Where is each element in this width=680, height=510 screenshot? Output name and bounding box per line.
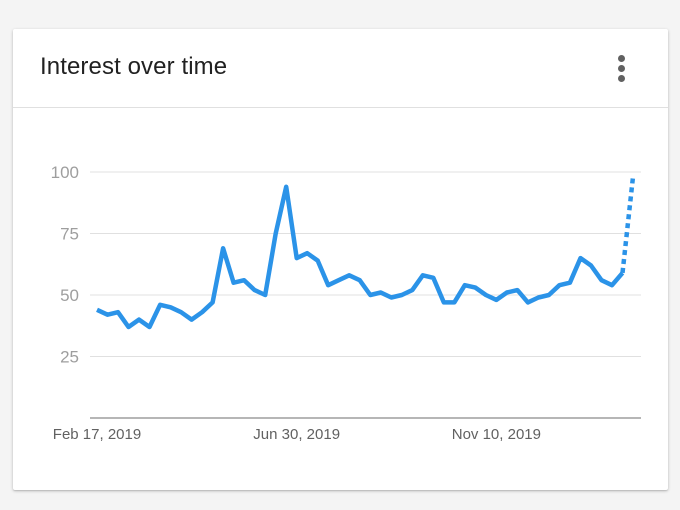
- card-title: Interest over time: [40, 53, 228, 80]
- x-tick-label: Nov 10, 2019: [452, 426, 541, 443]
- card-header: Interest over time: [13, 29, 668, 108]
- chart-area: 25 50 75 100 Feb 17, 2019 Jun 30, 2019 Nov 10,…: [13, 108, 668, 490]
- menu-dot: [618, 55, 625, 62]
- partial-data-line: [620, 176, 636, 274]
- y-tick-label: 50: [60, 286, 79, 305]
- line-chart: 25 50 75 100 Feb 17, 2019 Jun 30, 2019 Nov 10,…: [51, 163, 641, 443]
- more-options-button[interactable]: [607, 49, 637, 89]
- y-tick-label: 75: [60, 225, 79, 244]
- menu-dot: [618, 65, 625, 72]
- x-tick-label: Feb 17, 2019: [53, 426, 141, 443]
- x-tick-label: Jun 30, 2019: [253, 426, 340, 443]
- y-tick-label: 25: [60, 348, 79, 367]
- interest-over-time-card: Interest over time 25 50 75 100 Feb 17, 2019…: [13, 29, 668, 490]
- series-line: [96, 184, 625, 330]
- menu-dot: [618, 75, 625, 82]
- y-tick-label: 100: [51, 163, 79, 182]
